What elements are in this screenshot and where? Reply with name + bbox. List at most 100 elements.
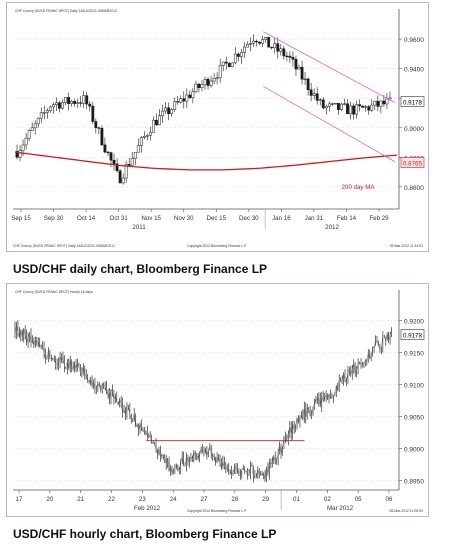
hourly-x-tick-label: 01 [293,496,300,503]
hourly-x-tick-label: 27 [201,496,208,503]
daily-candle-up [179,98,183,103]
daily-candle-down [182,98,186,102]
daily-candle-up [330,103,334,105]
daily-candlestick-chart: CHF Curncy (SUSD FRANC SPOT) Daily 14AUG… [11,9,425,248]
daily-candle-up [21,144,25,151]
hourly-chart-panel: CHF Curncy (SUSD FRANC SPOT) Hourly 16 d… [6,283,429,517]
daily-candle-down [361,105,365,108]
daily-200dma-line [14,151,398,171]
daily-candle-up [324,106,328,109]
daily-y-tick-label: 0.9400 [404,67,424,74]
daily-candle-up [252,40,255,44]
hourly-month-label: Mar 2012 [327,505,354,512]
daily-candle-down [285,55,289,58]
daily-candle-down [267,37,271,48]
daily-candle-down [112,159,116,165]
daily-200dma-annotation: 200 day MA [341,184,375,191]
daily-candle-up [333,103,337,105]
daily-candle-down [321,99,325,109]
hourly-x-tick-label: 20 [46,496,53,503]
hourly-x-tick-label: 02 [324,496,331,503]
daily-candle-up [45,110,49,113]
daily-candle-down [103,144,107,153]
daily-candle-down [115,163,119,172]
daily-candle-down [227,62,231,68]
daily-y-tick-label: 0.8600 [404,185,424,192]
daily-candle-up [142,136,146,138]
daily-y-tick-label: 0.9600 [404,37,424,44]
daily-candle-up [133,151,137,159]
hourly-x-tick-label: 17 [16,496,23,503]
daily-candle-up [246,44,249,48]
daily-candle-up [33,123,37,129]
daily-candle-down [376,100,380,107]
daily-candle-up [173,101,177,110]
daily-candle-down [127,164,131,166]
daily-candle-up [51,104,55,108]
daily-candle-up [76,102,80,104]
daily-channel-lower [263,86,396,163]
daily-candle-up [209,80,213,86]
daily-candle-down [167,107,171,115]
daily-candle-down [94,121,98,128]
daily-candle-up [24,137,28,146]
hourly-x-tick-label: 05 [355,496,362,503]
daily-candle-down [188,94,192,98]
daily-x-tick-label: Dec 15 [206,215,226,222]
daily-candle-up [36,117,40,125]
daily-candle-up [130,158,134,166]
daily-candle-down [291,57,295,60]
daily-candle-up [355,104,359,115]
daily-candle-up [312,93,316,96]
daily-candle-up [243,46,246,53]
daily-candle-up [318,99,322,101]
daily-ma-value-label: 0.8765 [403,160,422,167]
daily-channel-upper [263,31,396,104]
daily-x-tick-label: Feb 29 [369,215,389,222]
daily-y-tick-label: 0.9000 [404,126,424,133]
daily-candle-down [306,78,310,90]
daily-candle-up [39,112,43,119]
daily-x-tick-label: Sep 30 [44,215,64,222]
daily-candle-up [185,94,189,102]
daily-candle-up [279,48,283,52]
daily-candle-up [218,65,222,79]
daily-candle-up [303,78,307,81]
daily-candle-up [191,91,195,98]
daily-candle-down [288,55,292,58]
daily-candle-up [221,61,225,66]
hourly-chart-caption: USD/CHF hourly chart, Bloomberg Finance … [13,527,277,541]
daily-candle-down [58,102,61,109]
daily-candle-up [121,177,125,184]
hourly-header-text: CHF Curncy (SUSD FRANC SPOT) Hourly 16 d… [15,290,93,294]
daily-candle-down [176,101,180,103]
daily-candle-up [261,39,265,44]
hourly-x-tick-label: 23 [139,496,146,503]
daily-candle-up [27,130,31,139]
daily-ma-value-box [400,157,425,168]
daily-candle-up [82,95,86,104]
daily-last-price-box [400,96,425,107]
daily-candle-down [206,78,210,86]
daily-x-tick-label: Feb 14 [337,215,357,222]
daily-candle-up [48,106,52,111]
daily-candle-up [64,97,67,103]
daily-x-tick-label: Oct 31 [110,215,129,222]
daily-candle-up [373,100,377,106]
daily-candle-up [379,100,383,107]
daily-candle-down [358,104,362,107]
daily-candle-down [346,103,349,115]
daily-candle-up [170,109,174,115]
daily-candle-up [385,98,389,105]
daily-candle-down [73,101,77,104]
hourly-y-tick-label: 0.9000 [404,446,424,453]
daily-candle-down [352,105,355,115]
daily-candle-down [155,119,158,126]
hourly-x-tick-label: 06 [386,496,393,503]
hourly-x-tick-label: 22 [108,496,115,503]
daily-candle-up [249,43,252,45]
daily-candle-down [300,66,304,80]
daily-candle-down [106,151,110,154]
daily-candle-up [343,103,346,105]
daily-candle-up [239,51,243,57]
